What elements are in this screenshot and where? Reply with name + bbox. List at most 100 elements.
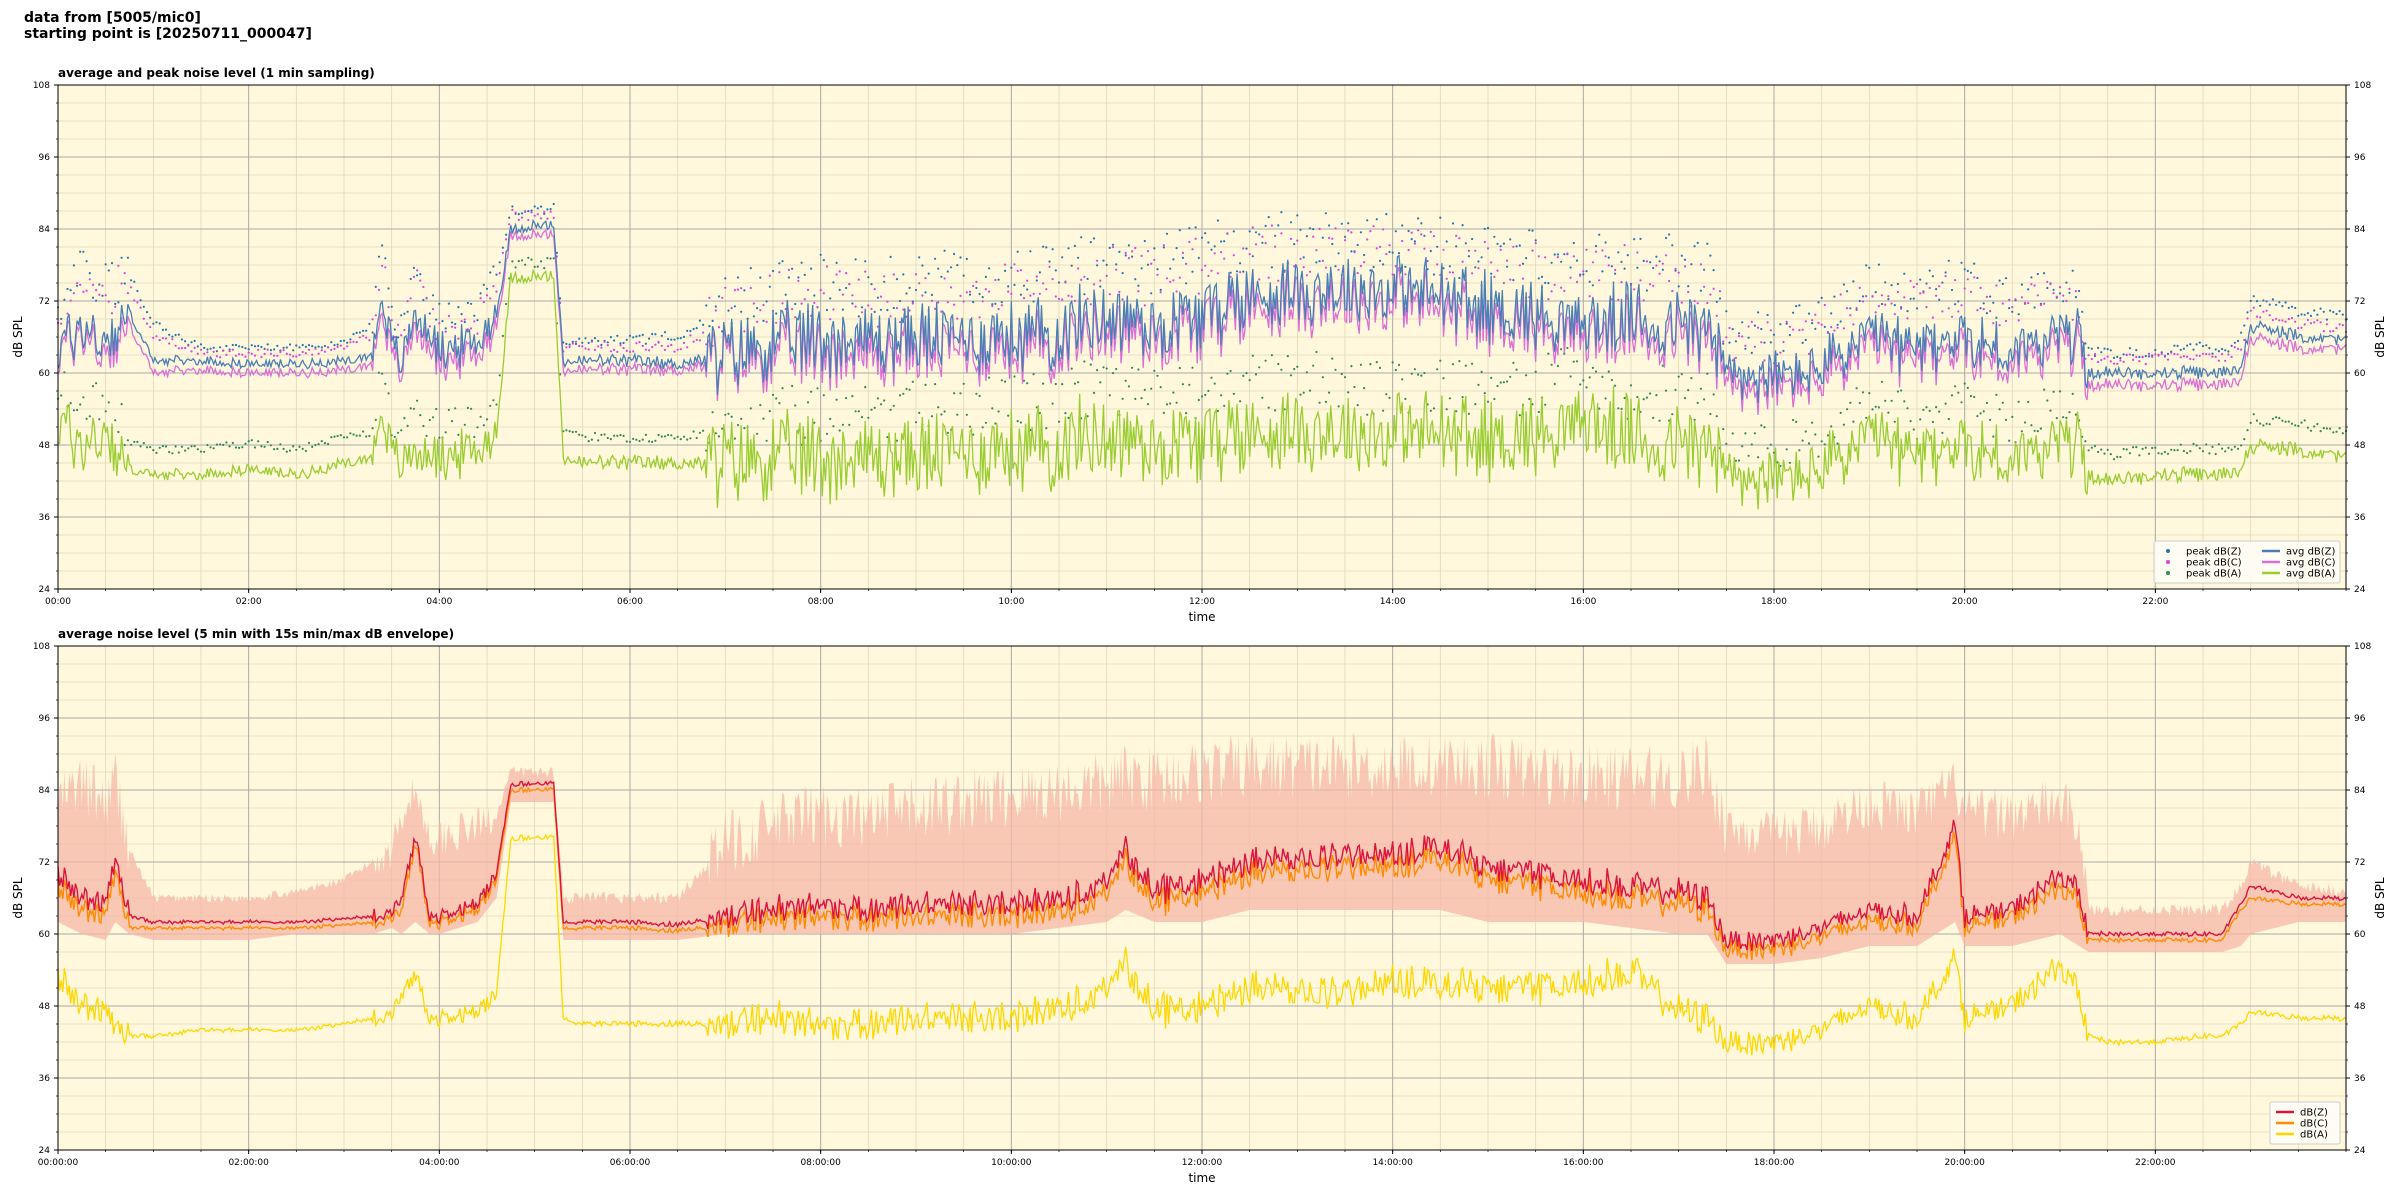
peak-point <box>1251 354 1254 357</box>
peak-point <box>918 411 921 414</box>
peak-point <box>1871 295 1874 298</box>
peak-point <box>72 292 75 295</box>
peak-point <box>2192 442 2195 445</box>
peak-point <box>905 315 908 318</box>
peak-point <box>1089 363 1092 366</box>
peak-point <box>609 438 613 441</box>
peak-point <box>1057 297 1061 300</box>
peak-point <box>1572 255 1575 258</box>
peak-point <box>457 433 460 436</box>
peak-point <box>1308 227 1312 230</box>
peak-point <box>1995 284 1998 287</box>
peak-point <box>2144 362 2147 366</box>
peak-point <box>1356 272 1359 275</box>
peak-point <box>539 217 543 220</box>
peak-point <box>988 267 991 270</box>
peak-point <box>2329 330 2332 333</box>
peak-point <box>597 439 600 442</box>
peak-point <box>1439 216 1442 219</box>
peak-point <box>298 353 301 357</box>
x-tick-label: 04:00:00 <box>419 1158 460 1168</box>
peak-point <box>2179 356 2182 359</box>
peak-point <box>533 205 536 208</box>
peak-point <box>2186 355 2189 358</box>
peak-point <box>450 325 454 328</box>
peak-point <box>149 446 152 449</box>
peak-point <box>1633 408 1636 411</box>
peak-point <box>120 256 123 259</box>
peak-point <box>1547 282 1550 285</box>
peak-point <box>2189 343 2192 346</box>
y-tick-label-right: 24 <box>2354 585 2366 595</box>
legend-label: avg dB(A) <box>2286 569 2336 580</box>
peak-point <box>879 403 883 406</box>
peak-point <box>1607 370 1610 373</box>
peak-point <box>1270 266 1273 269</box>
peak-point <box>832 308 835 311</box>
peak-point <box>180 347 183 350</box>
peak-point <box>2027 302 2030 305</box>
peak-point <box>565 429 568 432</box>
peak-point <box>231 441 234 445</box>
peak-point <box>431 308 435 311</box>
peak-point <box>358 336 361 339</box>
y-tick-label: 96 <box>39 714 51 724</box>
peak-point <box>1954 303 1957 306</box>
peak-point <box>2030 283 2033 286</box>
peak-point <box>2290 305 2294 308</box>
peak-point <box>1556 256 1559 259</box>
peak-point <box>470 302 473 305</box>
peak-point <box>1032 300 1035 303</box>
peak-point <box>250 439 253 442</box>
peak-point <box>1429 249 1432 253</box>
peak-point <box>314 443 317 447</box>
peak-point <box>984 275 988 278</box>
peak-point <box>749 286 752 290</box>
peak-point <box>444 327 447 330</box>
peak-point <box>1687 285 1690 288</box>
peak-point <box>2170 351 2173 354</box>
peak-point <box>899 321 902 324</box>
peak-point <box>2170 448 2173 451</box>
peak-point <box>1369 230 1372 233</box>
peak-point <box>778 402 781 405</box>
peak-point <box>454 322 457 326</box>
peak-point <box>829 318 832 321</box>
peak-point <box>873 310 876 313</box>
peak-point <box>1973 276 1976 279</box>
peak-point <box>1137 284 1140 287</box>
peak-point <box>470 327 473 330</box>
peak-point <box>2221 353 2224 356</box>
peak-point <box>1585 386 1588 389</box>
peak-point <box>412 407 415 410</box>
peak-point <box>307 348 311 351</box>
peak-point <box>943 277 946 280</box>
peak-point <box>110 312 114 315</box>
peak-point <box>841 308 845 311</box>
peak-point <box>803 273 806 276</box>
peak-point <box>1655 394 1658 397</box>
peak-point <box>1146 250 1150 253</box>
peak-point <box>1432 273 1436 276</box>
peak-point <box>1083 293 1086 296</box>
peak-point <box>76 408 79 412</box>
peak-point <box>695 327 698 330</box>
peak-point <box>1455 410 1458 413</box>
peak-point <box>177 347 180 350</box>
peak-point <box>1687 389 1690 392</box>
peak-point <box>873 288 876 291</box>
peak-point <box>1664 389 1668 392</box>
peak-point <box>2287 306 2290 309</box>
peak-point <box>660 435 663 438</box>
peak-point <box>1150 387 1153 390</box>
peak-point <box>1858 401 1861 405</box>
peak-point <box>832 425 835 428</box>
peak-point <box>419 273 422 276</box>
peak-point <box>1401 378 1404 381</box>
peak-point <box>899 299 902 303</box>
peak-point <box>524 263 527 266</box>
peak-point <box>1731 328 1734 331</box>
peak-point <box>1947 417 1950 421</box>
peak-point <box>2319 321 2322 324</box>
peak-point <box>110 262 114 265</box>
